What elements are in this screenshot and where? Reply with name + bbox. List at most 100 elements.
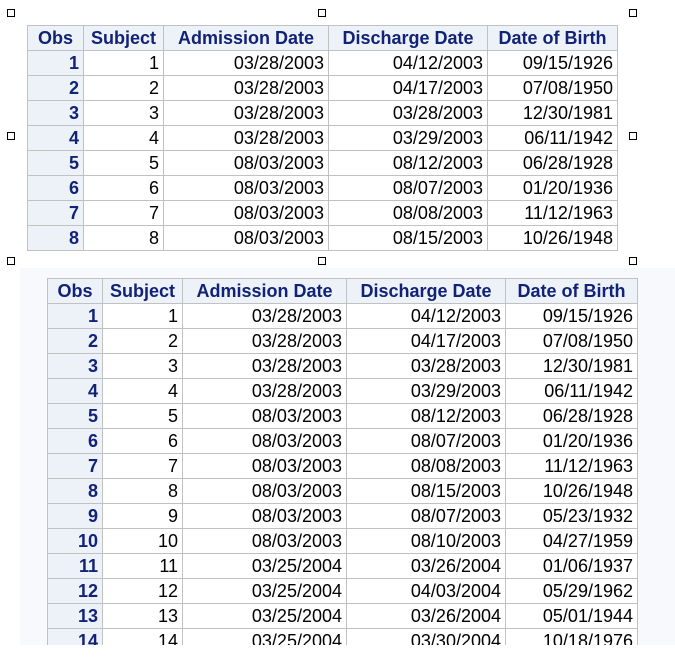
table-row: 1 1 03/28/2003 04/12/2003 09/15/1926 <box>47 303 638 329</box>
resize-handle[interactable] <box>629 132 637 140</box>
cell: 08/07/2003 <box>346 428 506 454</box>
row-header: 6 <box>47 428 103 454</box>
cell: 03/28/2003 <box>182 353 347 379</box>
cell: 9 <box>102 503 183 529</box>
header-row: Obs Subject Admission Date Discharge Date Da… <box>47 278 638 304</box>
cell: 1 <box>102 303 183 329</box>
cell: 08/03/2003 <box>182 403 347 429</box>
cell: 12/30/1981 <box>505 353 638 379</box>
cell: 03/29/2003 <box>328 125 488 151</box>
row-header: 9 <box>47 503 103 529</box>
table-frame[interactable]: Obs Subject Admission Date Discharge Date Da… <box>27 25 619 255</box>
resize-handle[interactable] <box>629 257 637 265</box>
header-row: Obs Subject Admission Date Discharge Date Da… <box>27 25 618 51</box>
cell: 03/28/2003 <box>163 125 329 151</box>
row-header: 3 <box>47 353 103 379</box>
cell: 12/30/1981 <box>487 100 618 126</box>
cell: 7 <box>83 200 164 226</box>
resize-handle[interactable] <box>7 257 15 265</box>
cell: 04/17/2003 <box>328 75 488 101</box>
table-row: 14 14 03/25/2004 03/30/2004 10/18/1976 <box>47 628 638 645</box>
cell: 03/30/2004 <box>346 628 506 645</box>
cell: 10/26/1948 <box>487 225 618 251</box>
resize-handle[interactable] <box>629 9 637 17</box>
cell: 10/26/1948 <box>505 478 638 504</box>
cell: 08/03/2003 <box>163 175 329 201</box>
cell: 03/28/2003 <box>163 75 329 101</box>
column-header: Subject <box>102 278 183 304</box>
cell: 12 <box>102 578 183 604</box>
row-header: 2 <box>27 75 84 101</box>
cell: 08/07/2003 <box>328 175 488 201</box>
table-row: 6 6 08/03/2003 08/07/2003 01/20/1936 <box>27 175 618 201</box>
cell: 03/28/2003 <box>182 303 347 329</box>
cell: 08/03/2003 <box>182 528 347 554</box>
cell: 08/10/2003 <box>346 528 506 554</box>
cell: 09/15/1926 <box>505 303 638 329</box>
cell: 1 <box>83 50 164 76</box>
cell: 06/28/1928 <box>487 150 618 176</box>
cell: 08/03/2003 <box>182 478 347 504</box>
cell: 8 <box>102 478 183 504</box>
row-header: 12 <box>47 578 103 604</box>
cell: 13 <box>102 603 183 629</box>
resize-handle[interactable] <box>318 9 326 17</box>
cell: 08/03/2003 <box>182 428 347 454</box>
cell: 03/25/2004 <box>182 553 347 579</box>
table-row: 4 4 03/28/2003 03/29/2003 06/11/1942 <box>27 125 618 151</box>
cell: 08/08/2003 <box>328 200 488 226</box>
cell: 08/15/2003 <box>328 225 488 251</box>
table-row: 8 8 08/03/2003 08/15/2003 10/26/1948 <box>27 225 618 251</box>
cell: 8 <box>83 225 164 251</box>
row-header: 8 <box>47 478 103 504</box>
resize-handle[interactable] <box>7 132 15 140</box>
table-row: 5 5 08/03/2003 08/12/2003 06/28/1928 <box>47 403 638 429</box>
table-row: 4 4 03/28/2003 03/29/2003 06/11/1942 <box>47 378 638 404</box>
cell: 03/28/2003 <box>182 378 347 404</box>
table-row: 9 9 08/03/2003 08/07/2003 05/23/1932 <box>47 503 638 529</box>
cell: 3 <box>102 353 183 379</box>
row-header: 1 <box>27 50 84 76</box>
cell: 06/28/1928 <box>505 403 638 429</box>
data-table: Obs Subject Admission Date Discharge Date Da… <box>27 25 618 251</box>
cell: 03/28/2003 <box>328 100 488 126</box>
cell: 10/18/1976 <box>505 628 638 645</box>
table-row: 2 2 03/28/2003 04/17/2003 07/08/1950 <box>47 328 638 354</box>
cell: 03/29/2003 <box>346 378 506 404</box>
column-header: Admission Date <box>163 25 329 51</box>
cell: 09/15/1926 <box>487 50 618 76</box>
cell: 08/03/2003 <box>163 150 329 176</box>
cell: 03/28/2003 <box>182 328 347 354</box>
cell: 4 <box>83 125 164 151</box>
cell: 5 <box>102 403 183 429</box>
table-row: 13 13 03/25/2004 03/26/2004 05/01/1944 <box>47 603 638 629</box>
cell: 03/25/2004 <box>182 628 347 645</box>
cell: 08/03/2003 <box>163 200 329 226</box>
column-header: Obs <box>27 25 84 51</box>
cell: 14 <box>102 628 183 645</box>
cell: 01/20/1936 <box>505 428 638 454</box>
column-header: Date of Birth <box>487 25 618 51</box>
cell: 03/28/2003 <box>346 353 506 379</box>
cell: 03/28/2003 <box>163 50 329 76</box>
table-row: 3 3 03/28/2003 03/28/2003 12/30/1981 <box>47 353 638 379</box>
column-header: Obs <box>47 278 103 304</box>
cell: 01/06/1937 <box>505 553 638 579</box>
column-header: Admission Date <box>182 278 347 304</box>
row-header: 4 <box>27 125 84 151</box>
row-header: 5 <box>27 150 84 176</box>
resize-handle[interactable] <box>318 257 326 265</box>
cell: 4 <box>102 378 183 404</box>
cell: 5 <box>83 150 164 176</box>
cell: 03/26/2004 <box>346 553 506 579</box>
row-header: 4 <box>47 378 103 404</box>
row-header: 7 <box>47 453 103 479</box>
cell: 08/07/2003 <box>346 503 506 529</box>
table-frame: Obs Subject Admission Date Discharge Date Da… <box>47 278 639 645</box>
row-header: 3 <box>27 100 84 126</box>
resize-handle[interactable] <box>7 9 15 17</box>
cell: 08/15/2003 <box>346 478 506 504</box>
cell: 04/12/2003 <box>328 50 488 76</box>
row-header: 2 <box>47 328 103 354</box>
